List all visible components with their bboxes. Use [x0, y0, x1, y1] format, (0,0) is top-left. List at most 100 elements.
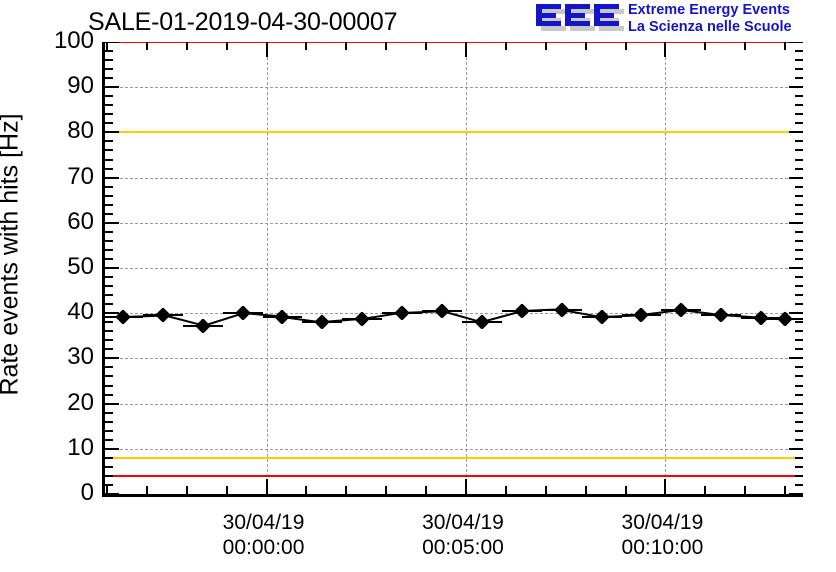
y-axis-title: Rate events with hits [Hz]: [0, 113, 24, 396]
y-tick-minor: [105, 239, 113, 242]
y-tick-minor: [105, 248, 113, 251]
y-tick-label: 10: [67, 433, 94, 461]
y-tick-minor-right: [795, 50, 803, 53]
y-tick-minor: [105, 203, 113, 206]
y-tick-minor-right: [795, 158, 803, 161]
y-tick-major: [105, 86, 119, 89]
y-tick-major: [105, 221, 119, 224]
reference-line-upper-red-limit: [105, 42, 803, 43]
x-tick-minor-top: [305, 42, 308, 50]
gridline-vertical: [266, 42, 268, 494]
y-tick-minor-right: [795, 203, 803, 206]
data-point-marker[interactable]: [713, 307, 729, 323]
y-tick-major-right: [789, 42, 803, 43]
y-tick-label: 20: [67, 388, 94, 416]
y-tick-minor: [105, 77, 113, 80]
y-tick-major-right: [789, 221, 803, 224]
y-tick-major-right: [789, 447, 803, 450]
y-tick-minor-right: [795, 465, 803, 468]
y-tick-minor: [105, 68, 113, 71]
eee-logo-line2: La Scienza nelle Scuole: [628, 19, 792, 35]
x-tick-minor-top: [185, 42, 188, 50]
y-tick-minor-right: [795, 140, 803, 143]
reference-line-lower-yellow-limit: [105, 456, 803, 459]
x-tick-minor: [504, 486, 507, 494]
y-tick-major: [105, 267, 119, 269]
gridline-horizontal: [105, 448, 803, 450]
x-tick-minor-top: [544, 42, 547, 50]
x-tick-major: [464, 479, 467, 494]
gridline-horizontal: [105, 403, 803, 405]
data-point-marker[interactable]: [553, 301, 570, 318]
y-tick-minor: [105, 59, 113, 62]
gridline-vertical: [465, 42, 467, 494]
y-tick-label: 80: [67, 117, 94, 145]
y-tick-minor: [105, 294, 113, 297]
y-tick-major-right: [789, 86, 803, 89]
data-point-marker[interactable]: [274, 309, 291, 325]
x-tick-minor: [744, 486, 747, 494]
y-tick-minor: [105, 95, 113, 98]
data-point-marker[interactable]: [474, 314, 490, 331]
x-tick-minor: [185, 486, 188, 494]
data-point-marker[interactable]: [593, 309, 610, 325]
chart-title: SALE-01-2019-04-30-00007: [88, 8, 398, 36]
data-point-marker[interactable]: [673, 302, 690, 318]
x-tick-label: 30/04/19 00:10:00: [622, 510, 704, 560]
y-tick-minor-right: [795, 366, 803, 369]
reference-line-lower-red-limit: [105, 474, 803, 477]
y-tick-major: [105, 402, 119, 405]
y-tick-minor: [105, 429, 113, 432]
y-tick-minor-right: [795, 104, 803, 107]
y-tick-minor: [105, 339, 113, 342]
x-tick-label-date: 30/04/19: [621, 511, 704, 534]
x-tick-minor-top: [744, 42, 747, 50]
y-tick-major-right: [789, 402, 803, 405]
data-point-marker[interactable]: [194, 318, 211, 334]
y-tick-minor-right: [795, 185, 803, 188]
data-point-marker[interactable]: [155, 307, 171, 324]
x-tick-label-time: 00:10:00: [621, 536, 704, 559]
data-point-marker[interactable]: [234, 305, 251, 321]
x-tick-label: 30/04/19 00:05:00: [422, 510, 504, 560]
y-tick-minor: [105, 185, 113, 188]
y-tick-major: [105, 493, 119, 494]
y-tick-minor: [105, 465, 113, 468]
y-tick-minor: [105, 194, 113, 197]
y-tick-minor-right: [795, 149, 803, 152]
y-tick-major-right: [789, 131, 803, 134]
y-tick-minor: [105, 483, 113, 486]
y-tick-label: 90: [67, 72, 94, 100]
x-tick-minor: [584, 486, 587, 494]
gridline-horizontal: [105, 87, 803, 89]
eee-logo-mark: [536, 4, 624, 31]
x-tick-minor: [305, 486, 308, 494]
y-tick-minor: [105, 122, 113, 125]
y-tick-minor: [105, 149, 113, 152]
x-tick-minor-top: [504, 42, 507, 50]
reference-line-upper-yellow-limit: [105, 131, 803, 134]
x-tick-minor: [145, 486, 148, 494]
data-point-marker[interactable]: [394, 304, 410, 321]
data-point-marker[interactable]: [514, 303, 530, 320]
y-tick-label: 30: [67, 343, 94, 371]
data-point-marker[interactable]: [633, 307, 650, 323]
y-tick-minor: [105, 366, 113, 369]
y-tick-label: 50: [67, 253, 94, 280]
x-tick-major-top: [664, 42, 667, 57]
x-tick-minor: [225, 486, 228, 494]
y-tick-label: 0: [80, 479, 94, 506]
x-tick-minor: [544, 486, 547, 494]
y-tick-major-right: [789, 357, 803, 360]
y-tick-major-right: [789, 176, 803, 179]
data-point-marker[interactable]: [434, 303, 450, 319]
y-tick-minor: [105, 276, 113, 279]
x-tick-major-top: [265, 42, 268, 57]
y-tick-minor: [105, 113, 113, 116]
x-tick-minor-top: [624, 42, 627, 50]
y-tick-minor-right: [795, 348, 803, 351]
y-tick-minor: [105, 230, 113, 233]
x-tick-minor: [784, 486, 787, 494]
y-tick-minor-right: [795, 285, 803, 288]
data-point-marker[interactable]: [314, 314, 331, 331]
